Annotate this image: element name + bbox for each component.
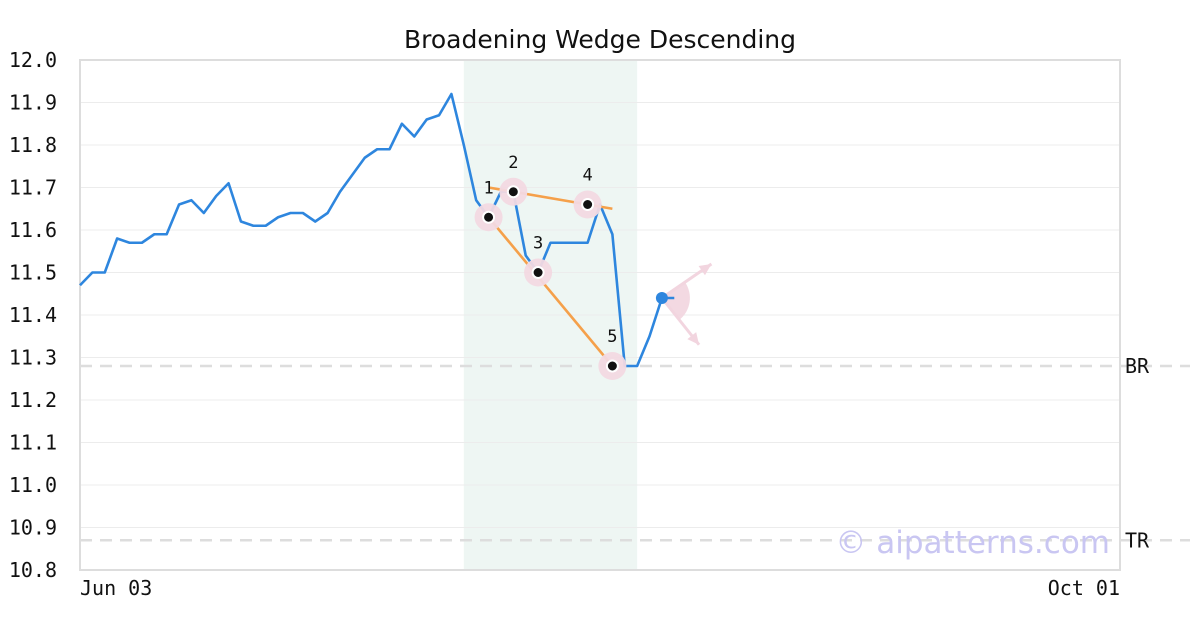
y-tick-label: 11.1 <box>9 431 57 455</box>
x-axis: Jun 03 Oct 01 <box>80 576 1120 600</box>
y-tick-label: 11.9 <box>9 91 57 115</box>
pattern-point-label: 4 <box>582 166 592 186</box>
pattern-point <box>605 359 619 373</box>
pattern-point <box>506 185 520 199</box>
plot-frame <box>79 59 1121 571</box>
y-tick-label: 11.0 <box>9 473 57 497</box>
y-tick-label: 12.0 <box>9 48 57 72</box>
pattern-point-label: 3 <box>533 234 543 254</box>
watermark: © aipatterns.com <box>835 525 1110 561</box>
reference-line-label: BR <box>1125 354 1150 378</box>
y-tick-label: 11.6 <box>9 218 57 242</box>
y-tick-label: 11.7 <box>9 176 57 200</box>
direction-arrow-up-head <box>698 264 712 276</box>
direction-fan-sector <box>661 282 690 320</box>
pattern-point <box>581 198 595 211</box>
last-price-marker <box>655 292 668 304</box>
pattern-point-label: 2 <box>508 153 518 173</box>
pattern-point <box>482 210 496 224</box>
y-tick-label: 10.9 <box>9 516 57 540</box>
pattern-points: 12 3 4 5 <box>474 153 627 380</box>
y-tick-label: 11.8 <box>9 133 57 157</box>
y-tick-label: 10.8 <box>9 558 57 582</box>
series-line <box>79 92 675 368</box>
reference-line-label: TR <box>1125 528 1150 552</box>
y-tick-label: 11.3 <box>9 346 57 370</box>
trend-line <box>487 216 614 367</box>
x-tick-label: Jun 03 <box>80 576 152 600</box>
direction-fan <box>660 262 713 346</box>
y-tick-label: 11.5 <box>9 261 57 285</box>
price-series <box>79 92 675 368</box>
x-tick-label: Oct 01 <box>1048 576 1120 600</box>
direction-arrow-down-head <box>687 332 700 345</box>
chart-title: Broadening Wedge Descending <box>404 25 796 54</box>
y-tick-label: 11.2 <box>9 388 57 412</box>
last-price-dot <box>655 292 668 304</box>
pattern-point-label: 1 <box>483 178 493 198</box>
pattern-point <box>531 266 545 279</box>
y-tick-label: 11.4 <box>9 303 57 327</box>
y-axis: 12.0 11.9 11.8 11.7 11.6 11.5 11.4 11.3 11.2 11.1… <box>9 48 57 582</box>
pattern-point-label: 5 <box>607 327 617 347</box>
